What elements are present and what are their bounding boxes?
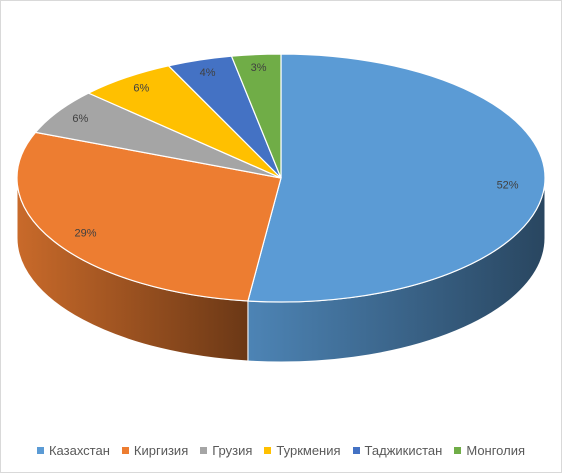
legend-item: Монголия [454,443,525,458]
legend-item: Туркмения [264,442,341,458]
data-label: 3% [251,62,267,74]
pie-slice [16,131,282,302]
legend-swatch [264,446,272,454]
chart-legend: Казахстан Киргизия Грузия Туркмения Таджикис… [0,441,562,459]
data-label: 6% [72,113,88,125]
pie-chart: 52% 29% 6% 6% 4% 3% [16,53,546,363]
legend-item: Казахстан [36,442,110,458]
pie-slice [247,53,546,303]
legend-item: Киргизия [121,442,189,458]
legend-swatch [352,446,360,454]
pie-slice [230,53,282,179]
legend-label: Киргизия [133,442,189,458]
legend-label: Казахстан [48,442,110,458]
data-label: 52% [497,180,519,192]
data-label: 4% [200,67,216,79]
data-label: 29% [75,227,97,239]
legend-swatch [121,446,129,454]
legend-swatch [200,446,208,454]
legend-item: Таджикистан [352,442,443,458]
legend-swatch [454,446,462,454]
legend-swatch [36,446,44,454]
legend-label: Грузия [212,442,253,458]
legend-label: Туркмения [276,442,341,458]
legend-label: Таджикистан [364,442,443,458]
legend-label: Монголия [466,442,526,458]
legend-item: Грузия [200,443,252,458]
data-label: 6% [133,83,149,95]
